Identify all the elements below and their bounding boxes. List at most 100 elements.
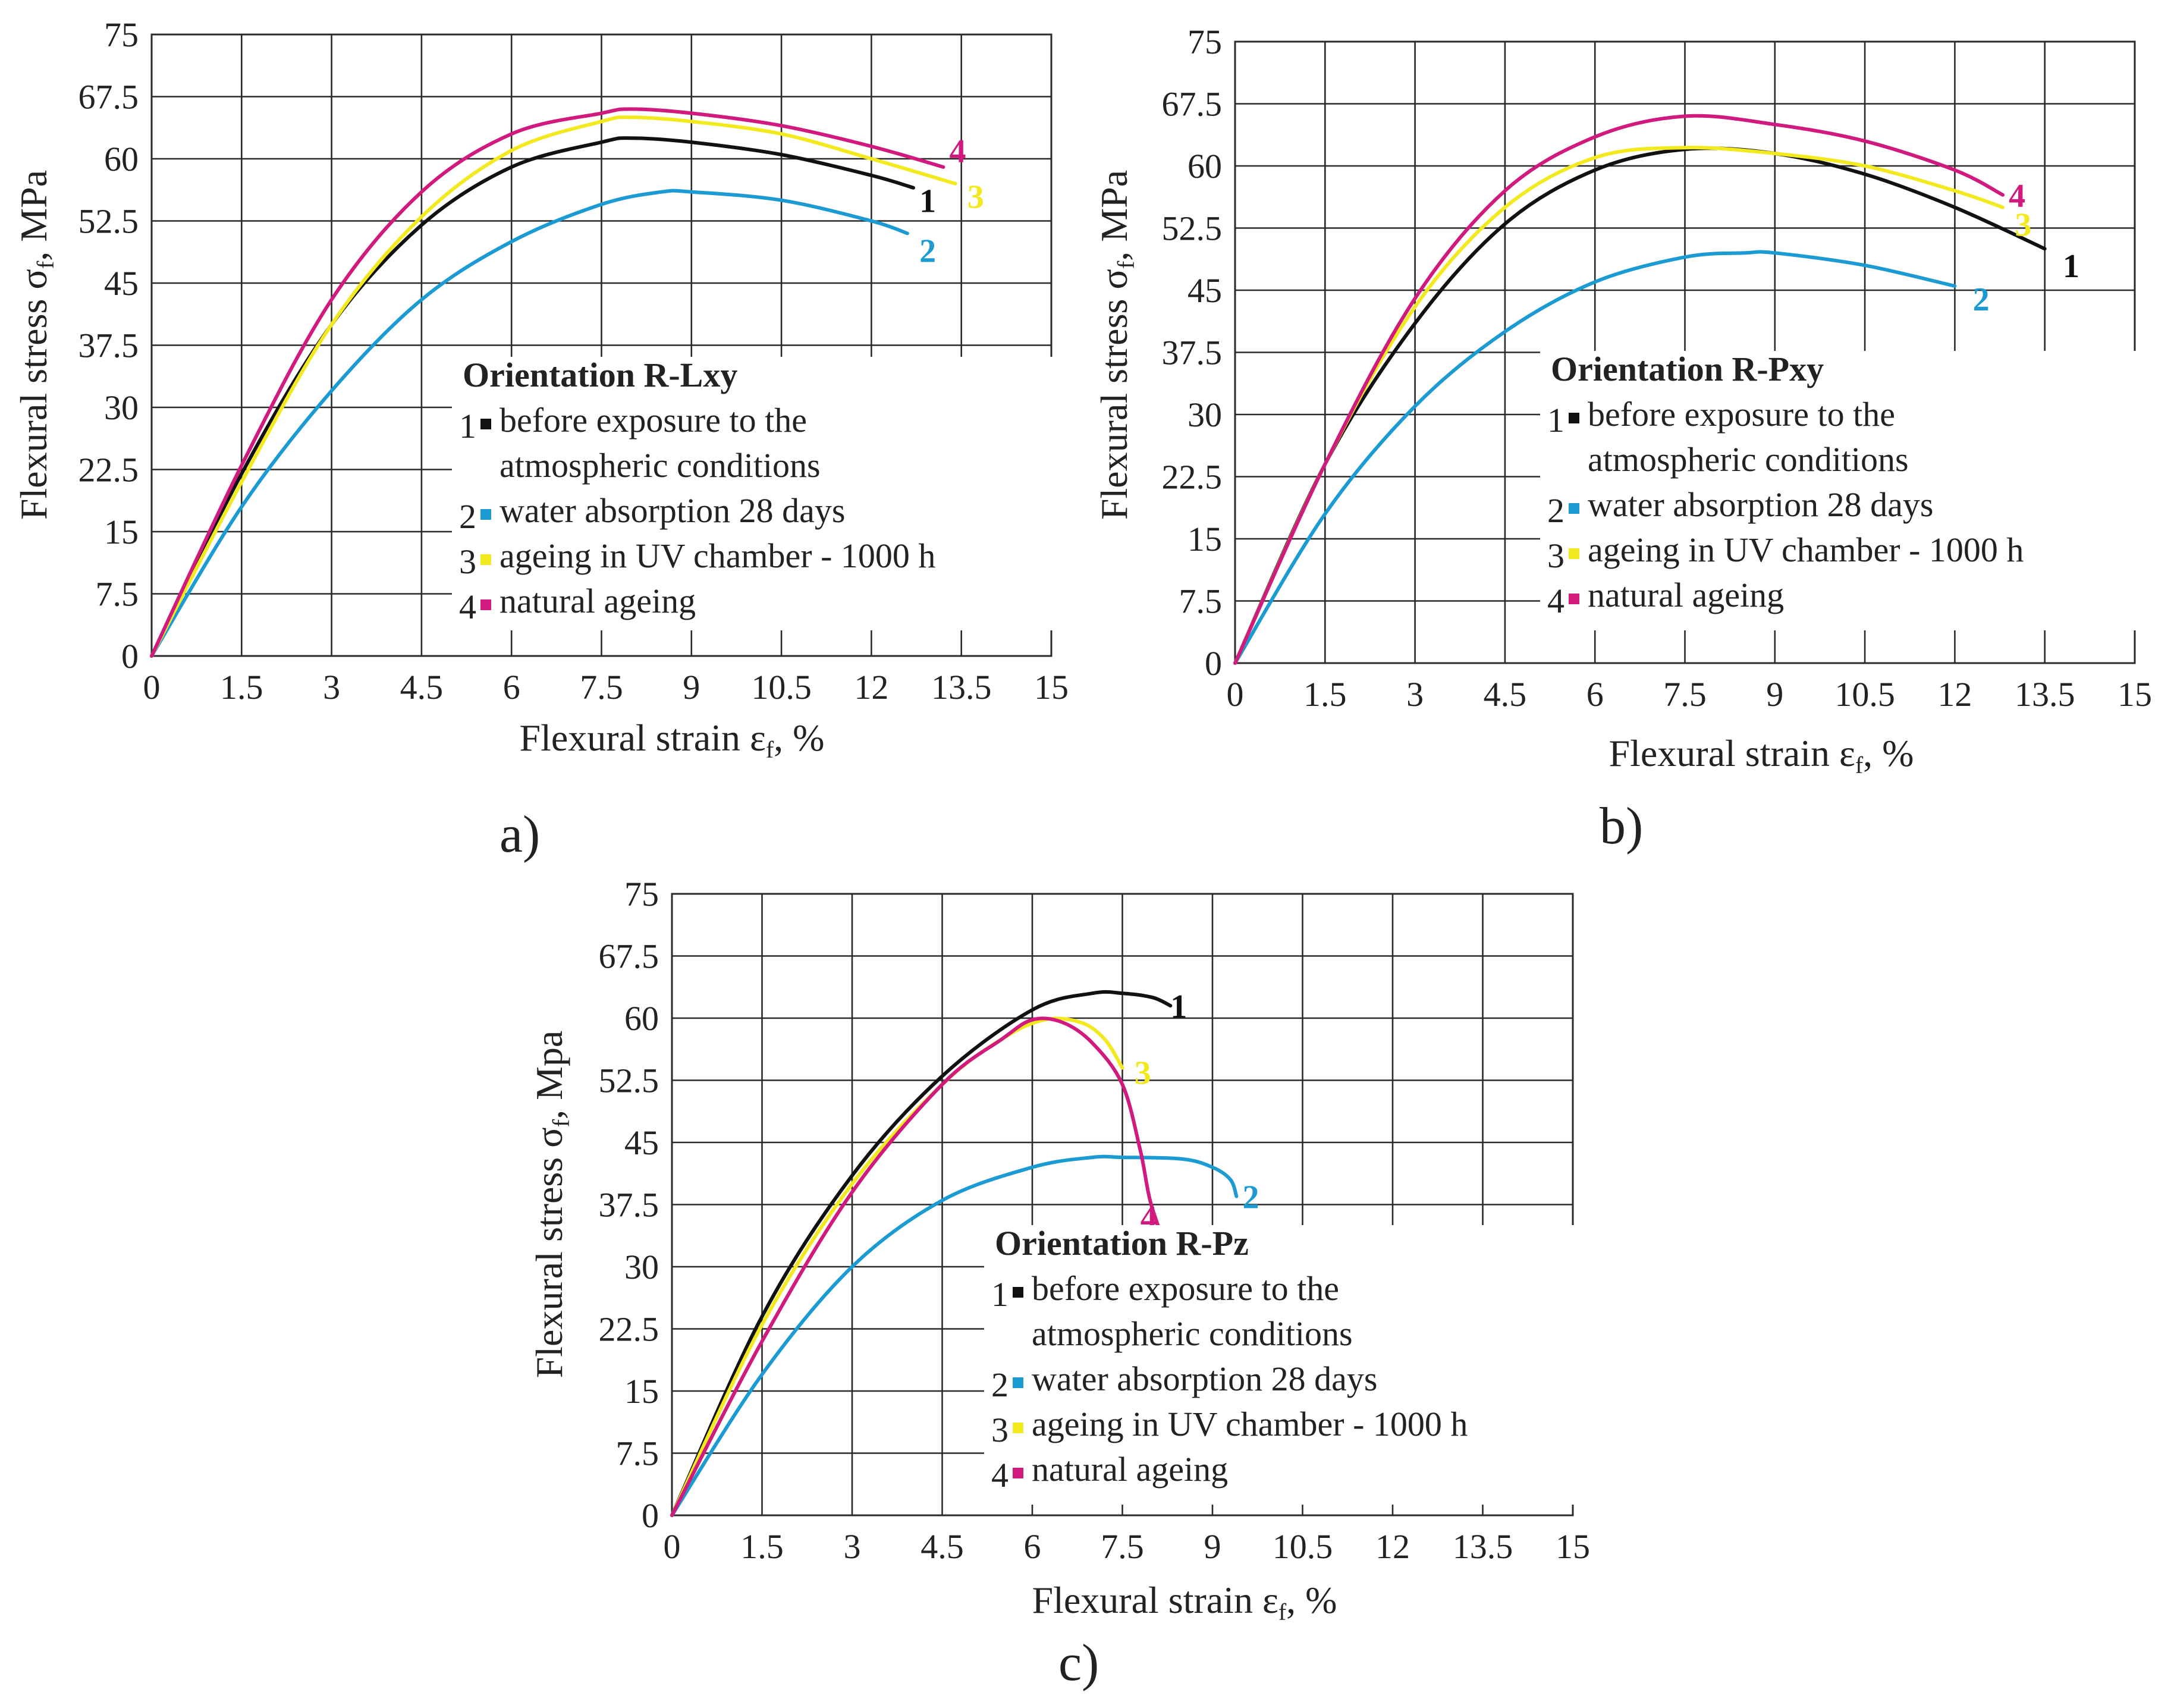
legend-text: ageing in UV chamber - 1000 h (1588, 530, 2024, 569)
x-tick-label: 13.5 (2015, 675, 2075, 714)
plot-frame (671, 893, 1574, 1517)
y-tick-label: 0 (121, 637, 139, 676)
y-tick-label: 22.5 (1162, 458, 1223, 497)
y-tick-label: 7.5 (1179, 582, 1223, 621)
y-tick-label: 52.5 (599, 1062, 659, 1100)
legend-number-2: 2 (991, 1365, 1009, 1404)
y-tick-label: 67.5 (599, 937, 659, 976)
y-tick-label: 60 (1187, 147, 1222, 186)
y-tick-label: 75 (104, 15, 139, 54)
x-axis-label: Flexural strain εf, % (1609, 732, 1914, 778)
series-label-1: 1 (2063, 248, 2079, 285)
legend-box-c (984, 1225, 1579, 1505)
y-tick-label: 30 (624, 1248, 659, 1286)
ticks-a: 0 1.5 3 4.5 6 7.5 9 10.5 12 13.5 1507.51522.53037.… (78, 15, 1069, 707)
x-tick-label: 12 (854, 668, 888, 707)
x-tick-label: 10.5 (1834, 675, 1895, 714)
legend-text: water absorption 28 days (499, 491, 845, 530)
y-tick-label: 75 (1187, 23, 1222, 61)
legend-number-2: 2 (459, 497, 476, 536)
legend-text: water absorption 28 days (1588, 485, 1933, 524)
x-tick-label: 3 (844, 1527, 861, 1566)
legend-text: ageing in UV chamber - 1000 h (499, 536, 935, 575)
y-tick-label: 0 (642, 1496, 659, 1535)
series-line-2 (670, 1154, 1239, 1517)
x-tick-label: 0 (143, 668, 161, 707)
legend-number-4: 4 (459, 588, 476, 626)
x-axis-label: Flexural strain εf, % (1032, 1579, 1337, 1625)
legend-number-1: 1 (1547, 401, 1564, 439)
panel-letter-a: a) (499, 806, 540, 864)
curves-b: 1 2 3 4 (1233, 114, 2079, 665)
legend-number-2: 2 (1547, 491, 1564, 530)
x-tick-label: 4.5 (400, 668, 444, 707)
x-tick-label: 10.5 (751, 668, 812, 707)
legend-number-1: 1 (459, 407, 476, 445)
x-tick-label: 0 (664, 1527, 681, 1566)
y-tick-label: 30 (104, 388, 139, 427)
y-tick-label: 60 (624, 999, 659, 1038)
y-tick-label: 37.5 (78, 326, 139, 365)
legend-title: Orientation R-Lxy (463, 356, 737, 394)
series-line-2 (1233, 250, 1957, 665)
x-tick-label: 13.5 (931, 668, 992, 707)
panel-letter-b: b) (1600, 798, 1643, 855)
legend-text: water absorption 28 days (1032, 1360, 1377, 1398)
x-tick-label: 9 (683, 668, 700, 707)
legend-text: before exposure to the (1588, 395, 1895, 434)
legend-swatch-4 (1013, 1468, 1023, 1478)
x-tick-label: 1.5 (220, 668, 263, 707)
x-tick-label: 3 (1406, 675, 1424, 714)
series-line-1 (670, 990, 1173, 1517)
y-tick-label: 45 (104, 264, 139, 303)
series-line-4 (150, 107, 945, 658)
legend-text: before exposure to the (1032, 1269, 1339, 1308)
x-tick-label: 15 (1034, 668, 1069, 707)
legend-box-a (452, 357, 1058, 630)
series-label-1: 1 (1170, 988, 1187, 1025)
y-tick-label: 37.5 (1162, 334, 1223, 372)
y-tick-label: 15 (104, 513, 139, 551)
series-label-4: 4 (2009, 178, 2025, 215)
x-tick-label: 10.5 (1273, 1527, 1333, 1566)
plot-frame (150, 33, 1053, 657)
series-line-3 (150, 115, 957, 658)
y-tick-label: 45 (1187, 271, 1222, 310)
y-axis-label: Flexural stress σf, MPa (1093, 170, 1139, 520)
series-label-3: 3 (967, 179, 984, 216)
legend-swatch-3 (1569, 548, 1579, 559)
legend-swatch-4 (480, 599, 491, 610)
y-tick-label: 15 (1187, 520, 1222, 558)
series-line-2 (150, 189, 909, 658)
y-axis-label: Flexural stress σf, MPa (12, 170, 59, 520)
x-tick-label: 0 (1227, 675, 1244, 714)
x-tick-label: 6 (503, 668, 520, 707)
legend-text: before exposure to the (499, 401, 807, 439)
series-label-2: 2 (919, 233, 936, 269)
legend-number-3: 3 (1547, 536, 1564, 575)
legend-swatch-3 (1013, 1423, 1023, 1433)
y-tick-label: 0 (1205, 644, 1222, 683)
legend-text: ageing in UV chamber - 1000 h (1032, 1405, 1468, 1443)
ticks-b: 0 1.5 3 4.5 6 7.5 9 10.5 12 13.5 1507.51522.53037.… (1162, 23, 2153, 714)
x-tick-label: 1.5 (1303, 675, 1347, 714)
legend-swatch-4 (1569, 594, 1579, 604)
legend-number-4: 4 (991, 1456, 1009, 1494)
y-tick-label: 22.5 (599, 1310, 659, 1349)
legend-swatch-2 (1569, 503, 1579, 514)
legend-number-3: 3 (991, 1411, 1009, 1449)
legend-number-3: 3 (459, 542, 476, 581)
x-tick-label: 9 (1766, 675, 1783, 714)
ticks-c: 0 1.5 3 4.5 6 7.5 9 10.5 12 13.5 1507.51522.53037.… (599, 875, 1591, 1566)
x-tick-label: 6 (1024, 1527, 1041, 1566)
legend-title: Orientation R-Pxy (1551, 350, 1824, 388)
y-tick-label: 45 (624, 1123, 659, 1162)
legend-swatch-1 (480, 419, 491, 429)
x-tick-label: 6 (1586, 675, 1604, 714)
series-line-4 (670, 1016, 1214, 1517)
legend-text: natural ageing (499, 582, 696, 620)
legend-swatch-3 (480, 554, 491, 565)
x-tick-label: 15 (1556, 1527, 1590, 1566)
